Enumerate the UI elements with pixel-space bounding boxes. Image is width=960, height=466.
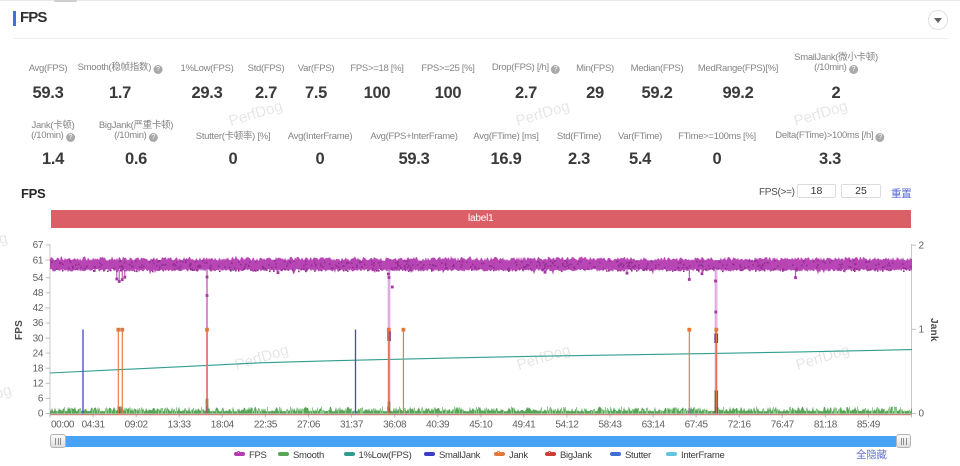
svg-text:6: 6 [38, 394, 44, 405]
svg-text:54:12: 54:12 [555, 420, 579, 431]
svg-text:45:10: 45:10 [469, 420, 493, 431]
svg-text:12: 12 [33, 379, 44, 390]
svg-text:PerfDog: PerfDog [0, 382, 13, 414]
svg-text:13:33: 13:33 [168, 420, 192, 431]
svg-text:1: 1 [919, 325, 925, 336]
svg-text:18:04: 18:04 [211, 420, 235, 431]
svg-text:30: 30 [33, 333, 44, 344]
svg-text:58:43: 58:43 [598, 420, 622, 431]
svg-text:0: 0 [38, 409, 44, 420]
svg-text:76:47: 76:47 [771, 420, 795, 431]
svg-text:PerfDog: PerfDog [515, 342, 573, 374]
svg-text:09:02: 09:02 [125, 420, 149, 431]
svg-text:04:31: 04:31 [82, 420, 106, 431]
svg-text:42: 42 [33, 303, 44, 314]
svg-text:63:14: 63:14 [642, 420, 666, 431]
svg-text:00:00: 00:00 [51, 420, 75, 431]
svg-text:81:18: 81:18 [814, 420, 838, 431]
svg-text:49:41: 49:41 [512, 420, 536, 431]
svg-text:22:35: 22:35 [254, 420, 278, 431]
svg-text:Jank: Jank [928, 318, 939, 342]
svg-text:PerfDog: PerfDog [0, 230, 9, 262]
svg-text:36: 36 [33, 318, 44, 329]
svg-text:67:45: 67:45 [685, 420, 709, 431]
svg-text:67: 67 [33, 240, 44, 251]
svg-text:PerfDog: PerfDog [233, 342, 291, 374]
svg-text:61: 61 [33, 255, 44, 266]
svg-text:24: 24 [33, 348, 44, 359]
svg-text:54: 54 [33, 273, 44, 284]
svg-text:48: 48 [33, 288, 44, 299]
svg-text:31:37: 31:37 [340, 420, 364, 431]
svg-text:36:08: 36:08 [383, 420, 407, 431]
svg-text:FPS: FPS [14, 320, 25, 340]
svg-text:18: 18 [33, 363, 44, 374]
svg-text:2: 2 [919, 240, 925, 251]
svg-text:72:16: 72:16 [728, 420, 752, 431]
svg-text:0: 0 [919, 409, 925, 420]
svg-text:40:39: 40:39 [426, 420, 450, 431]
svg-text:85:49: 85:49 [857, 420, 881, 431]
svg-text:PerfDog: PerfDog [794, 342, 852, 374]
svg-text:27:06: 27:06 [297, 420, 321, 431]
